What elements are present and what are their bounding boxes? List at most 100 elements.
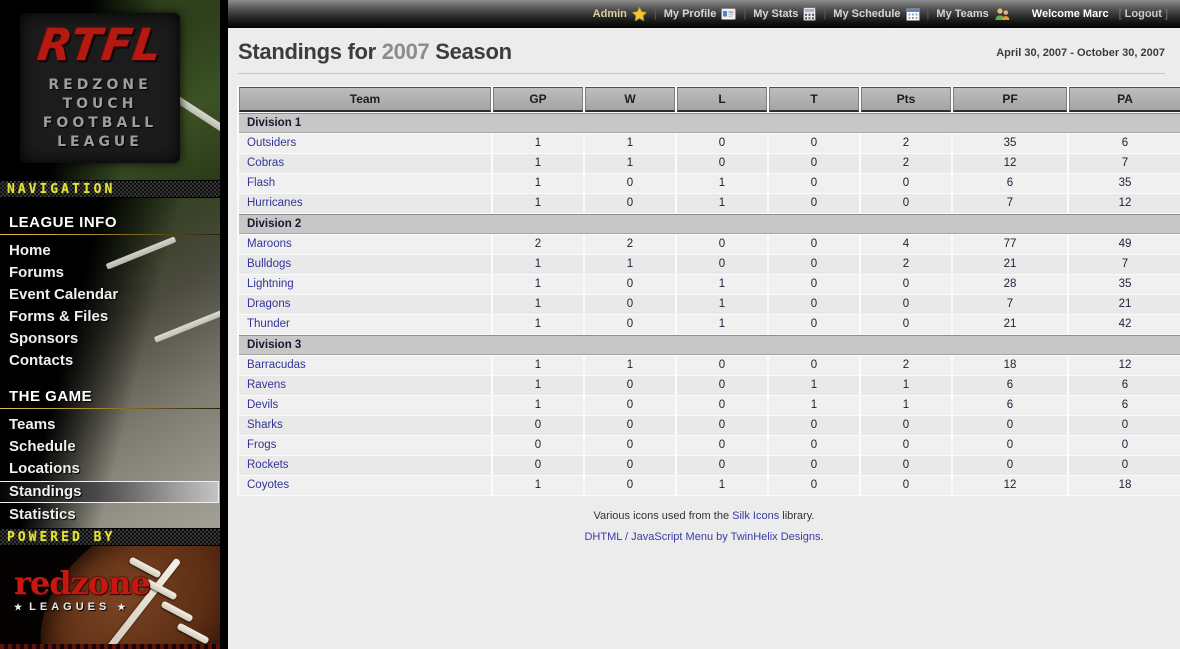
team-name-cell: Dragons [239,295,491,314]
team-row: Coyotes 1 0 1 0 0 12 18 [239,476,1180,495]
team-link[interactable]: Cobras [247,157,285,169]
stat-cell: 0 [677,356,767,375]
stat-cell: 0 [769,456,859,475]
team-link[interactable]: Maroons [247,238,292,250]
team-name-cell: Sharks [239,416,491,435]
stat-cell: 0 [585,416,675,435]
sidebar-item-home[interactable]: Home [9,242,51,259]
stat-cell: 7 [1069,255,1180,274]
team-row: Devils 1 0 0 1 1 6 6 [239,396,1180,415]
topbar-link-my-stats[interactable]: My Stats [753,7,817,21]
team-link[interactable]: Thunder [247,318,290,330]
stat-cell: 1 [493,174,583,193]
team-name-cell: Frogs [239,436,491,455]
division-row: Division 3 [239,335,1180,355]
team-link[interactable]: Hurricanes [247,197,303,209]
column-header-pts: Pts [861,87,951,112]
sidebar-field-image: RTFL REDZONE TOUCH FOOTBALL LEAGUE [0,0,220,180]
stat-cell: 1 [769,376,859,395]
team-name-cell: Thunder [239,315,491,334]
stat-cell: 0 [769,295,859,314]
stat-cell: 2 [585,235,675,254]
menu-section-title: THE GAME [9,388,93,405]
sidebar-item-schedule[interactable]: Schedule [9,438,76,455]
stat-cell: 0 [953,436,1067,455]
team-name-cell: Barracudas [239,356,491,375]
silk-icons-link[interactable]: Silk Icons [732,510,780,522]
menu-section-underline [0,408,220,409]
stat-cell: 0 [677,235,767,254]
standings-header-row: Team GP W L T Pts PF PA [239,87,1180,112]
sidebar-item-forums[interactable]: Forums [9,264,65,281]
sidebar-item-contacts[interactable]: Contacts [9,352,74,369]
team-link[interactable]: Sharks [247,419,283,431]
stat-cell: 7 [1069,154,1180,173]
team-link[interactable]: Ravens [247,379,286,391]
sidebar-item-event-calendar[interactable]: Event Calendar [9,286,119,303]
star-glyph: ★ [117,602,126,612]
column-header-gp: GP [493,87,583,112]
stat-cell: 0 [861,456,951,475]
team-link[interactable]: Coyotes [247,479,290,491]
column-header-team: Team [239,87,491,112]
stat-cell: 21 [953,315,1067,334]
team-row: Outsiders 1 1 0 0 2 35 6 [239,134,1180,153]
redzone-logo-name: redzone [14,564,151,602]
sidebar-item-locations[interactable]: Locations [9,460,80,477]
topbar-separator: | [653,8,657,20]
team-link[interactable]: Rockets [247,459,289,471]
stat-cell: 12 [1069,356,1180,375]
team-link[interactable]: Dragons [247,298,291,310]
sidebar-item-teams[interactable]: Teams [9,416,56,433]
league-logo-line: LEAGUE [57,134,143,150]
stat-cell: 0 [769,194,859,213]
stat-cell: 6 [953,376,1067,395]
redzone-logo-sub: ★ LEAGUES ★ [14,601,126,613]
team-name-cell: Lightning [239,275,491,294]
league-logo-line: TOUCH [62,96,138,112]
topbar: Admin | My Profile | My Stats | My Schedule | My… [228,0,1180,28]
navigation-band-label: NAVIGATION [7,181,116,197]
team-row: Hurricanes 1 0 1 0 0 7 12 [239,194,1180,213]
stat-cell: 0 [861,194,951,213]
team-link[interactable]: Devils [247,399,279,411]
team-link[interactable]: Frogs [247,439,277,451]
division-title: Division 2 [239,214,1180,234]
team-link[interactable]: Lightning [247,278,294,290]
team-link[interactable]: Outsiders [247,137,297,149]
topbar-link-my-teams[interactable]: My Teams [936,7,1010,21]
sidebar-item-standings[interactable]: Standings [0,481,219,503]
stat-cell: 0 [585,456,675,475]
stat-cell: 0 [677,134,767,153]
stat-cell: 1 [493,154,583,173]
stat-cell: 0 [861,295,951,314]
sidebar-item-forms-files[interactable]: Forms & Files [9,308,109,325]
stat-cell: 1 [677,194,767,213]
stat-cell: 2 [861,255,951,274]
topbar-link-my-profile[interactable]: My Profile [664,8,737,20]
league-logo[interactable]: RTFL REDZONE TOUCH FOOTBALL LEAGUE [20,13,180,163]
stat-cell: 0 [769,235,859,254]
redzone-leagues-logo[interactable]: redzone ★ LEAGUES ★ [14,564,151,613]
sidebar-menu: LEAGUE INFO Home Forums Event Calendar Forms… [0,198,220,528]
logout-link[interactable]: Logout [1124,8,1162,20]
stat-cell: 0 [769,154,859,173]
stat-cell: 0 [585,194,675,213]
page-header: Standings for 2007 Season April 30, 2007… [228,28,1180,65]
stat-cell: 0 [861,174,951,193]
sidebar-item-statistics[interactable]: Statistics [9,506,76,523]
stat-cell: 1 [861,376,951,395]
topbar-link-my-schedule[interactable]: My Schedule [833,7,920,21]
sidebar-item-sponsors[interactable]: Sponsors [9,330,79,347]
topbar-separator: | [926,8,930,20]
stat-cell: 0 [953,416,1067,435]
league-logo-acronym: RTFL [34,20,166,71]
stat-cell: 0 [769,275,859,294]
team-link[interactable]: Flash [247,177,276,189]
main-content: Admin | My Profile | My Stats | My Schedule | My… [220,0,1180,649]
twinhelix-link[interactable]: DHTML / JavaScript Menu by TwinHelix Des… [584,531,821,543]
team-link[interactable]: Barracudas [247,359,306,371]
topbar-link-admin[interactable]: Admin [593,6,648,22]
team-link[interactable]: Bulldogs [247,258,292,270]
stat-cell: 1 [677,295,767,314]
